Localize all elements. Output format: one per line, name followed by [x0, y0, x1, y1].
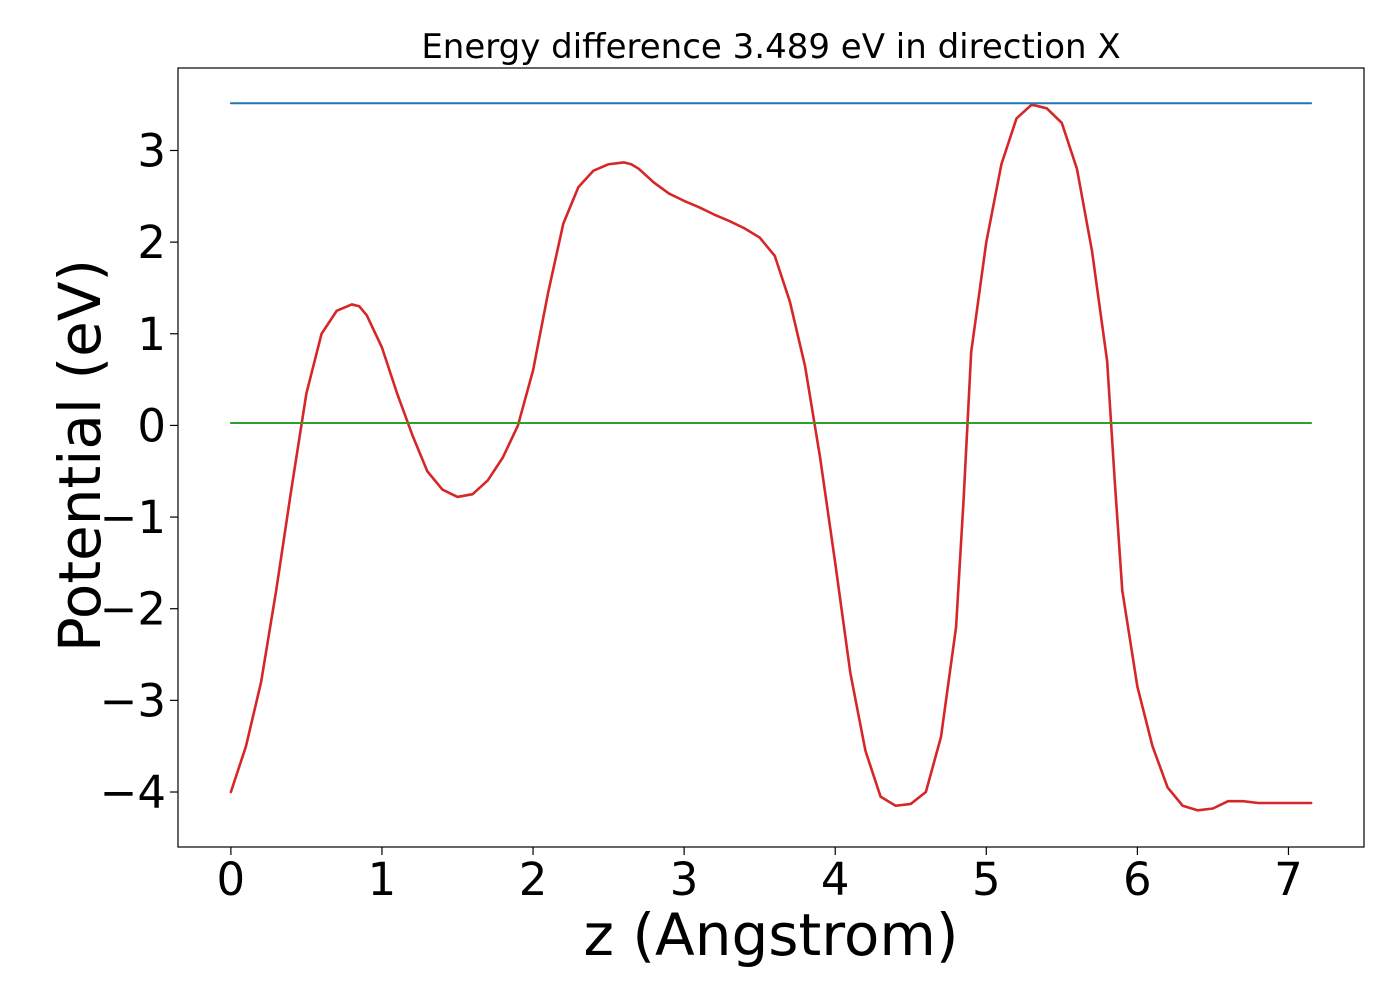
x-tick-label: 1 [368, 853, 397, 906]
potential-curve [229, 103, 1313, 812]
x-tick-label: 4 [821, 853, 850, 906]
plot-frame [177, 67, 1365, 848]
x-tick-label: 6 [1123, 853, 1152, 906]
x-tick-label: 0 [217, 853, 246, 906]
y-tick-label: −4 [100, 766, 166, 819]
x-tick-label: 3 [670, 853, 699, 906]
y-tick-label: 0 [137, 399, 166, 452]
x-axis: 0 1 2 3 4 5 6 7 [217, 847, 1303, 906]
y-tick-label: −3 [100, 674, 166, 727]
y-axis: −4 −3 −2 −1 0 1 2 3 [100, 124, 178, 819]
x-axis-label: z (Angstrom) [584, 901, 959, 969]
y-tick-label: 1 [137, 308, 166, 361]
y-tick-label: 2 [137, 216, 166, 269]
series-layer [229, 102, 1313, 812]
x-tick-label: 7 [1274, 853, 1303, 906]
y-tick-label: −1 [100, 491, 166, 544]
x-tick-label: 2 [519, 853, 548, 906]
y-tick-label: 3 [137, 124, 166, 177]
chart-title: Energy difference 3.489 eV in direction … [421, 27, 1120, 67]
y-axis-label: Potential (eV) [46, 259, 114, 652]
y-tick-label: −2 [100, 583, 166, 636]
x-tick-label: 5 [972, 853, 1001, 906]
